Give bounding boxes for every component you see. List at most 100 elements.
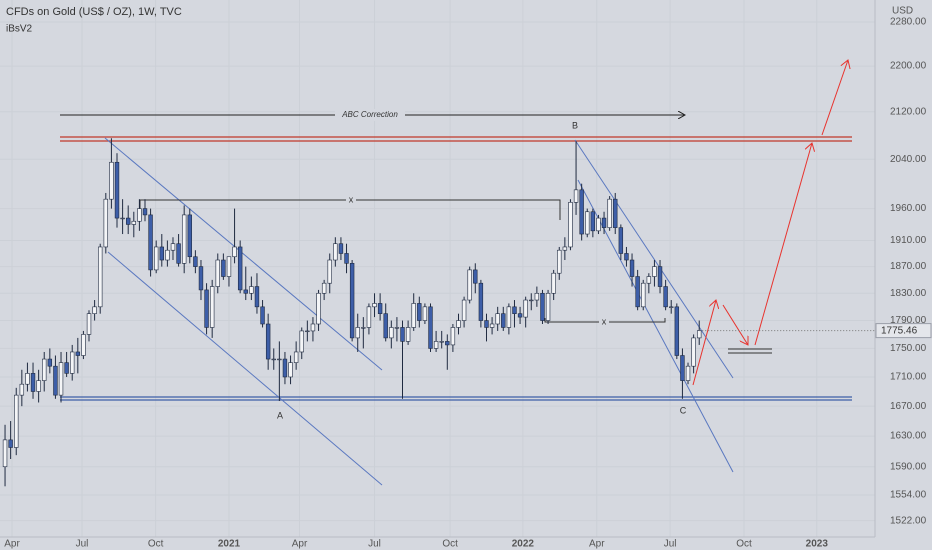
candle-body [148, 214, 153, 271]
label-bg [346, 194, 356, 206]
candle-body [131, 220, 136, 225]
candle-body [478, 282, 484, 321]
candle-body [697, 330, 702, 339]
label-bg [599, 316, 609, 328]
candle-body [243, 289, 248, 294]
candle-body [646, 276, 652, 284]
candle-body [680, 355, 685, 381]
candle-body [198, 266, 204, 291]
x-tick-label: Oct [442, 539, 458, 550]
candle-body [209, 286, 215, 328]
candle-body [75, 351, 81, 356]
y-tick-label: 2120.00 [890, 106, 927, 117]
candle-body [170, 243, 176, 251]
x-tick-label: Apr [589, 539, 605, 550]
candle-body [450, 327, 456, 346]
candle-body [601, 217, 607, 228]
candle-body [176, 243, 181, 264]
candle-body [153, 246, 159, 271]
projection-arrow [821, 60, 848, 136]
candle-body [254, 286, 260, 308]
x-tick-label: 2022 [512, 539, 535, 550]
candle-body [467, 269, 472, 301]
candle-body [137, 208, 142, 222]
y-tick-label: 1590.00 [890, 461, 927, 472]
y-tick-label: 2280.00 [890, 17, 927, 28]
channel-line [574, 139, 734, 379]
candle-body [109, 161, 114, 200]
x-tick-label: Jul [664, 539, 677, 550]
candle-body [372, 303, 377, 308]
candle-body [282, 358, 288, 378]
candle-body [237, 246, 243, 291]
candle-body [484, 320, 489, 328]
candle-body [299, 330, 304, 353]
candle-body [215, 259, 220, 287]
candle-body [517, 313, 523, 318]
currency-label: USD [892, 6, 913, 17]
candle-body [613, 198, 618, 228]
candle-body [277, 358, 282, 361]
candle-body [562, 246, 568, 251]
candle-body [657, 266, 663, 287]
candle-body [338, 243, 344, 254]
candle-body [265, 323, 271, 360]
candle-body [47, 358, 53, 367]
indicator-label: iBsV2 [6, 24, 33, 35]
candle-body [545, 292, 551, 321]
candle-body [618, 227, 624, 254]
candle-body [8, 439, 13, 448]
last-price-label: 1775.46 [881, 325, 918, 336]
channel-line [107, 251, 383, 486]
candle-body [422, 306, 428, 321]
y-tick-label: 1910.00 [890, 235, 927, 246]
candle-body [30, 373, 36, 392]
annotation: x [602, 316, 607, 326]
y-tick-label: 2200.00 [890, 61, 927, 72]
candle-body [400, 327, 405, 342]
candle-body [19, 383, 25, 396]
projection-arrow [754, 143, 812, 346]
candle-body [58, 362, 64, 396]
candle-body [366, 306, 372, 328]
y-tick-label: 1670.00 [890, 401, 927, 412]
candle-body [568, 202, 573, 248]
chart-title: CFDs on Gold (US$ / OZ), 1W, TVC [6, 6, 182, 18]
candle-body [428, 306, 433, 349]
candle-body [271, 358, 276, 361]
candle-body [495, 313, 500, 325]
candle-body [305, 330, 310, 333]
candle-body [92, 306, 97, 314]
candle-body [551, 272, 556, 294]
candle-body [501, 313, 506, 328]
candle-body [456, 320, 461, 328]
candle-body [2, 439, 8, 468]
candle-body [103, 198, 109, 248]
y-tick-label: 1554.00 [890, 490, 927, 501]
candle-body [445, 341, 450, 346]
projection-arrow [722, 304, 748, 345]
annotation: x [349, 194, 354, 204]
y-tick-label: 1790.00 [890, 315, 927, 326]
candle-body [652, 266, 657, 277]
candle-body [36, 380, 41, 392]
candle-body [98, 246, 103, 308]
candle-body [316, 292, 321, 325]
candle-body [557, 249, 562, 274]
candle-body [590, 211, 596, 232]
label-bg [335, 109, 405, 121]
candle-body [86, 313, 92, 335]
candle-body [327, 259, 332, 284]
candle-body [221, 259, 226, 277]
last-price-box [875, 323, 932, 339]
candle-body [25, 373, 30, 385]
candle-body [187, 214, 192, 258]
candle-body [635, 276, 640, 308]
candle-body [573, 189, 579, 203]
candle-body [383, 313, 388, 339]
candle-body [14, 394, 19, 448]
y-tick-label: 2040.00 [890, 154, 927, 165]
annotation: B [572, 120, 578, 130]
candle-body [165, 249, 170, 261]
